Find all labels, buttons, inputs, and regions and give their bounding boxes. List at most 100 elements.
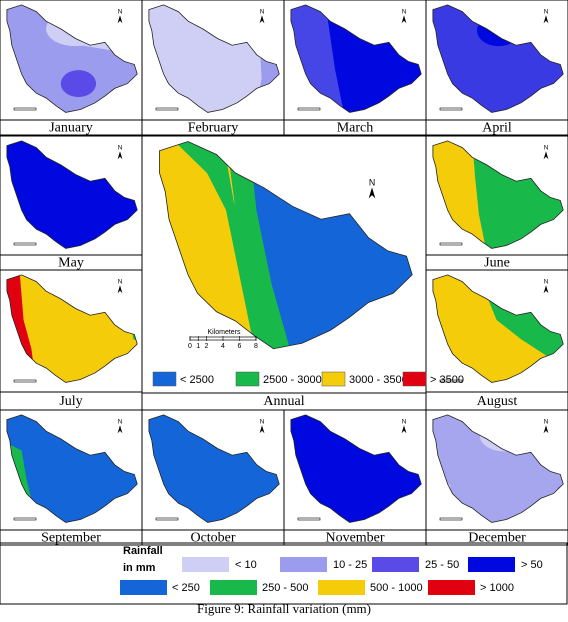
map-zones [6,140,138,249]
scale-tick-label: 4 [221,343,225,350]
map-zones [432,4,564,113]
zone [432,414,564,523]
legend-label: 3000 - 3500 [349,374,408,386]
north-label: N [544,145,549,152]
map-zones [432,274,564,383]
map-outline [148,4,280,113]
scale-bar [297,517,321,521]
panel-label: January [49,121,93,136]
north-label: N [402,419,407,426]
north-label: N [260,419,265,426]
panel-label: March [337,121,374,136]
legend-swatch [210,580,257,595]
legend-swatch [321,371,346,387]
panel-label: April [482,121,512,136]
map-outline [6,140,138,249]
north-arrow [259,425,265,434]
scale-bar [439,517,463,521]
map-zones [6,4,138,113]
zone [148,4,280,113]
legend-swatch [152,371,177,387]
map-zones [290,4,422,113]
north-arrow [117,151,123,160]
panel-label: June [484,256,510,271]
scale-tick-label: 1 [196,343,200,350]
legend-label: > 50 [521,559,543,571]
map-zones [148,4,280,113]
zone [148,414,280,523]
map [159,141,413,350]
map [432,4,564,113]
zone [290,414,422,523]
zone [6,4,138,113]
map [148,4,280,113]
north-label: N [544,419,549,426]
legend-title: Rainfall [123,545,163,557]
panel-label: February [188,121,239,136]
zone [432,4,564,113]
caption: Figure 9: Rainfall variation (mm) [197,601,371,616]
zone [6,140,138,249]
map [6,414,138,523]
scale-title: Kilometers [207,329,241,336]
north-arrow [368,187,376,199]
panel-label: September [41,531,101,546]
map [290,4,422,113]
zone [432,274,564,383]
scale-bar [155,107,179,111]
legend-label: 250 - 500 [262,582,308,594]
map-outline [432,414,564,523]
map-zones [6,414,138,523]
scale-bar [13,517,37,521]
scale-bar [13,242,37,246]
legend-label: < 2500 [180,374,214,386]
scale-tick-label: 6 [238,343,242,350]
map-zones [6,274,138,383]
zone [60,70,97,98]
legend-label: < 250 [172,582,200,594]
map [6,4,138,113]
north-label: N [118,419,123,426]
legend-swatch [182,557,229,572]
map-zones [159,141,413,349]
north-label: N [369,177,375,187]
zone [159,237,170,285]
cell-border [141,135,427,411]
north-arrow [543,151,549,160]
panel-label: October [190,531,235,546]
legend-subtitle: in mm [123,562,156,574]
map [290,414,422,523]
map-zones [148,414,280,523]
north-label: N [544,279,549,286]
north-arrow [259,15,265,24]
map [6,140,138,249]
north-arrow [401,15,407,24]
scale-bar [297,107,321,111]
scale-bar [155,517,179,521]
map [148,414,280,523]
panel-label: November [325,531,384,546]
panel-label: July [59,394,82,409]
legend-label: 2500 - 3000 [263,374,322,386]
north-arrow [117,285,123,294]
map-outline [6,4,138,113]
zone [477,15,521,47]
map-outline [432,140,564,249]
map-outline [159,141,413,350]
annual-label: Annual [263,394,304,409]
map-outline [290,4,422,113]
legend-swatch [402,371,427,387]
legend-label: > 3500 [430,374,464,386]
panel-label: August [477,394,518,409]
map [432,140,564,249]
north-arrow [543,425,549,434]
legend-box [0,542,568,605]
map-outline [6,274,138,383]
cell-border [425,0,568,136]
scale-tick-label: 2 [205,343,209,350]
north-label: N [544,9,549,16]
scale-tick-label: 8 [254,343,258,350]
map-outline [148,414,280,523]
north-label: N [118,9,123,16]
